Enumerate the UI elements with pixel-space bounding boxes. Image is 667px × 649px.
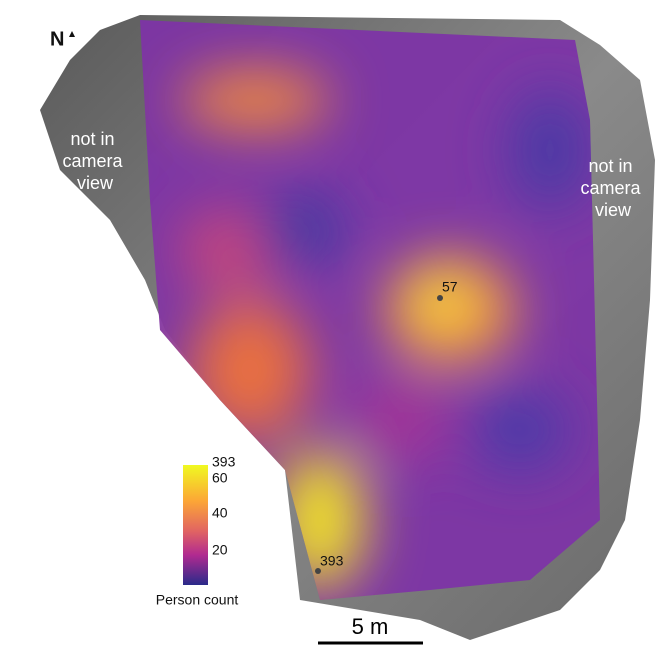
point	[437, 295, 443, 301]
line: not in	[70, 129, 114, 149]
colorbar-tick: 393	[212, 454, 236, 470]
point-label: 393	[320, 553, 344, 569]
heatmap	[100, 0, 620, 620]
colorbar	[183, 465, 208, 585]
compass: N	[50, 28, 64, 50]
map: N not in camera view not in camera view …	[0, 0, 667, 649]
scale-label: 5 m	[352, 614, 389, 639]
line: camera	[580, 178, 641, 198]
point	[315, 568, 321, 574]
colorbar-tick: 40	[212, 505, 228, 521]
line: view	[77, 173, 114, 193]
colorbar-title: Person count	[156, 592, 239, 608]
line: not in	[588, 156, 632, 176]
colorbar-tick: 20	[212, 542, 228, 558]
line: view	[595, 200, 632, 220]
north-arrow	[69, 31, 75, 37]
line: camera	[62, 151, 123, 171]
point-label: 57	[442, 279, 458, 295]
colorbar-tick: 60	[212, 470, 228, 486]
